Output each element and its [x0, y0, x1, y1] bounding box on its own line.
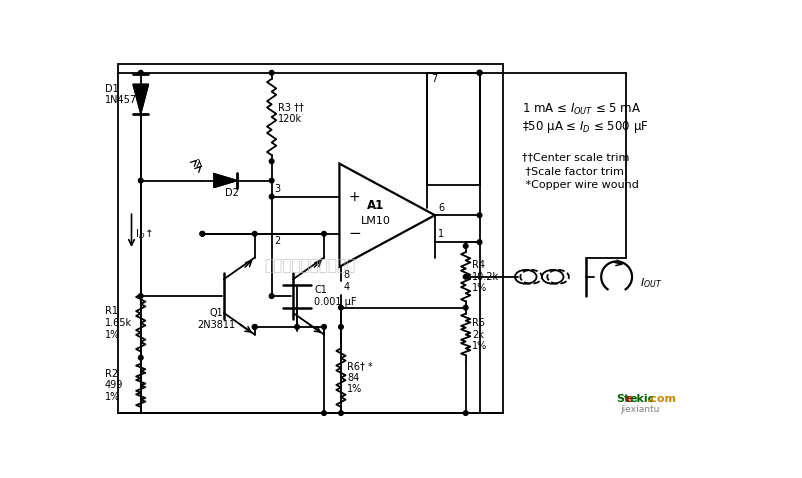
Text: LM10: LM10	[361, 217, 391, 227]
Circle shape	[139, 70, 143, 75]
Circle shape	[139, 178, 143, 183]
Circle shape	[253, 325, 257, 329]
Text: *Copper wire wound: *Copper wire wound	[522, 180, 638, 190]
Circle shape	[200, 231, 205, 236]
Text: −: −	[349, 226, 362, 241]
Text: St: St	[617, 394, 630, 404]
Circle shape	[477, 240, 482, 244]
Text: 7: 7	[431, 74, 437, 84]
Text: D1
1N457: D1 1N457	[104, 84, 136, 105]
Circle shape	[338, 411, 343, 415]
Text: 1 mA ≤ $I_{OUT}$ ≤ 5 mA: 1 mA ≤ $I_{OUT}$ ≤ 5 mA	[522, 102, 641, 117]
Text: ††Center scale trim: ††Center scale trim	[522, 152, 630, 163]
Text: †Scale factor trim: †Scale factor trim	[522, 166, 624, 176]
Text: A1: A1	[367, 199, 384, 212]
Circle shape	[200, 231, 205, 236]
Circle shape	[477, 70, 482, 75]
Text: 8: 8	[343, 270, 350, 280]
Text: $I_{OUT}$: $I_{OUT}$	[640, 276, 662, 290]
Circle shape	[269, 178, 274, 183]
Text: Q1
2N3811: Q1 2N3811	[197, 308, 235, 330]
Circle shape	[464, 274, 468, 279]
Circle shape	[269, 159, 274, 163]
Text: 杭州特睿科技有限公司: 杭州特睿科技有限公司	[265, 258, 356, 273]
Circle shape	[338, 305, 343, 310]
Text: C1
0.001 μF: C1 0.001 μF	[314, 285, 357, 307]
Circle shape	[464, 305, 468, 310]
Text: ekic: ekic	[630, 394, 655, 404]
Text: 1: 1	[438, 229, 444, 239]
Circle shape	[464, 244, 468, 248]
Bar	[427, 73, 480, 185]
Circle shape	[253, 325, 257, 329]
Circle shape	[477, 70, 482, 75]
Text: R2
499
1%: R2 499 1%	[104, 369, 123, 402]
Text: R6† *
84
1%: R6† * 84 1%	[347, 361, 373, 394]
Circle shape	[295, 325, 299, 329]
Circle shape	[322, 411, 326, 415]
Circle shape	[139, 294, 143, 298]
Text: jiexiantu: jiexiantu	[620, 404, 659, 413]
Circle shape	[139, 355, 143, 360]
Circle shape	[253, 231, 257, 236]
Circle shape	[322, 325, 326, 329]
Polygon shape	[133, 84, 148, 114]
Text: .com: .com	[646, 394, 677, 404]
Text: D2: D2	[225, 188, 238, 198]
Circle shape	[464, 411, 468, 415]
Text: λ: λ	[195, 159, 202, 169]
Circle shape	[338, 325, 343, 329]
Circle shape	[322, 231, 326, 236]
Text: 2: 2	[275, 237, 281, 247]
Text: 4: 4	[343, 282, 350, 292]
Circle shape	[269, 195, 274, 199]
Text: 6: 6	[438, 203, 444, 213]
Circle shape	[269, 70, 274, 75]
Text: R1
1.65k
1%: R1 1.65k 1%	[104, 306, 132, 339]
Text: +: +	[349, 190, 360, 204]
Text: R5
2k
1%: R5 2k 1%	[472, 318, 487, 351]
Polygon shape	[214, 174, 237, 187]
Circle shape	[269, 294, 274, 298]
Circle shape	[477, 213, 482, 217]
Text: R4
10.2k
1%: R4 10.2k 1%	[472, 260, 499, 293]
Text: e: e	[625, 394, 633, 404]
Text: I$_D$↑: I$_D$↑	[135, 228, 152, 241]
Text: 3: 3	[275, 184, 281, 194]
Text: R3 ††
120k: R3 †† 120k	[277, 102, 304, 124]
Text: ‡50 μA ≤ $I_D$ ≤ 500 μF: ‡50 μA ≤ $I_D$ ≤ 500 μF	[522, 119, 648, 135]
Circle shape	[477, 70, 482, 75]
